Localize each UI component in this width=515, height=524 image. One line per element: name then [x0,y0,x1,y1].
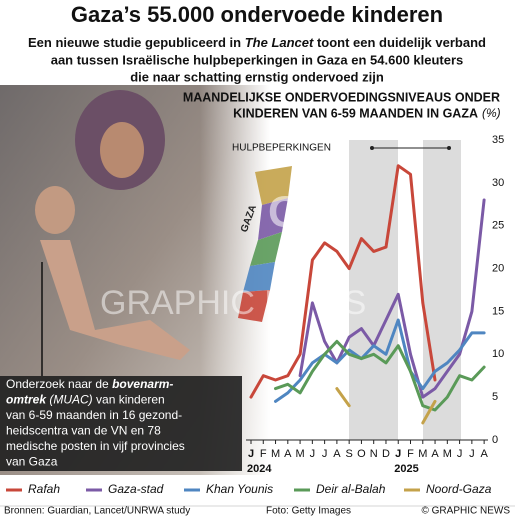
year-label: 2025 [394,463,418,475]
y-tick-label: 10 [492,348,504,360]
info-text: heidscentra van de VN en 78 [6,424,161,438]
info-segment: Onderzoek naar de [6,377,112,391]
legend-label: Deir al-Balah [316,482,386,496]
info-text: Onderzoek naar de bovenarm- [6,377,173,391]
y-tick-label: 35 [492,134,504,146]
x-tick-label: A [333,448,341,460]
subtitle: die naar schatting ernstig ondervoed zij… [130,69,384,84]
info-box [0,376,242,471]
info-text: van Gaza [6,455,58,469]
x-tick-label: M [418,448,427,460]
x-tick-label: A [284,448,292,460]
x-tick-label: A [480,448,488,460]
x-tick-label: F [407,448,414,460]
info-segment: heidscentra van de VN en 78 [6,424,161,438]
gaza-map [238,166,292,322]
annotation: HULPBEPERKINGEN [232,143,331,154]
info-segment: van kinderen [93,393,165,407]
sources: Bronnen: Guardian, Lancet/UNRWA study [4,506,190,517]
info-segment: medische posten in vijf provincies [6,439,185,453]
info-segment: van 6-59 maanden in 16 gezond- [6,408,182,422]
x-tick-label: F [260,448,267,460]
series-line [249,164,437,399]
restriction-dot [447,146,451,150]
x-tick-label: J [248,448,254,460]
restriction-band [423,140,461,440]
x-tick-label: M [443,448,452,460]
year-label: 2024 [247,463,272,475]
info-segment: (MUAC) [46,393,93,407]
x-tick-label: S [345,448,352,460]
subtitle-text: toont een duidelijk verband [313,35,486,50]
y-tick-label: 30 [492,177,504,189]
series-line [274,339,486,412]
subtitle-italic: The Lancet [245,35,314,50]
info-text: medische posten in vijf provincies [6,439,185,453]
legend-label: Rafah [28,482,60,496]
series-line [335,387,437,425]
info-segment: van Gaza [6,455,58,469]
x-tick-label: M [295,448,304,460]
legend-label: Noord-Gaza [426,482,492,496]
chart-title: MAANDELIJKSE ONDERVOEDINGSNIVEAUS ONDER [183,90,500,104]
info-text: omtrek (MUAC) van kinderen [6,393,165,407]
subtitle: aan tussen Israëlische hulpbeperkingen i… [51,52,464,67]
restriction-band [349,140,398,440]
watermark: GRAPHIC NEWS [100,284,366,322]
legend-label: Gaza-stad [108,482,164,496]
restriction-dot [370,146,374,150]
x-tick-label: J [322,448,328,460]
title: Gaza’s 55.000 ondervoede kinderen [71,2,443,27]
y-tick-label: 20 [492,262,504,274]
subtitle-text: Een nieuwe studie gepubliceerd in [28,35,245,50]
y-tick-label: 25 [492,220,504,232]
subtitle: Een nieuwe studie gepubliceerd in The La… [28,35,486,50]
series-line [274,318,486,403]
info-segment: omtrek [6,393,47,407]
series-line [298,198,486,399]
photo-credit: Foto: Getty Images [266,506,351,517]
info-segment: bovenarm- [112,377,173,391]
y-unit: (%) [482,106,501,120]
x-tick-label: A [431,448,439,460]
x-tick-label: J [457,448,463,460]
x-tick-label: O [357,448,366,460]
chart-title: KINDEREN VAN 6-59 MAANDEN IN GAZA [233,106,478,120]
legend-label: Khan Younis [206,482,273,496]
y-tick-label: 5 [492,391,498,403]
watermark: GN [268,188,334,237]
copyright: © GRAPHIC NEWS [422,506,511,517]
y-tick-label: 0 [492,434,498,446]
x-tick-label: J [310,448,316,460]
info-text: van 6-59 maanden in 16 gezond- [6,408,182,422]
y-tick-label: 15 [492,305,504,317]
x-tick-label: N [370,448,378,460]
x-tick-label: D [382,448,390,460]
x-tick-label: J [469,448,475,460]
x-tick-label: J [395,448,401,460]
x-tick-label: M [271,448,280,460]
